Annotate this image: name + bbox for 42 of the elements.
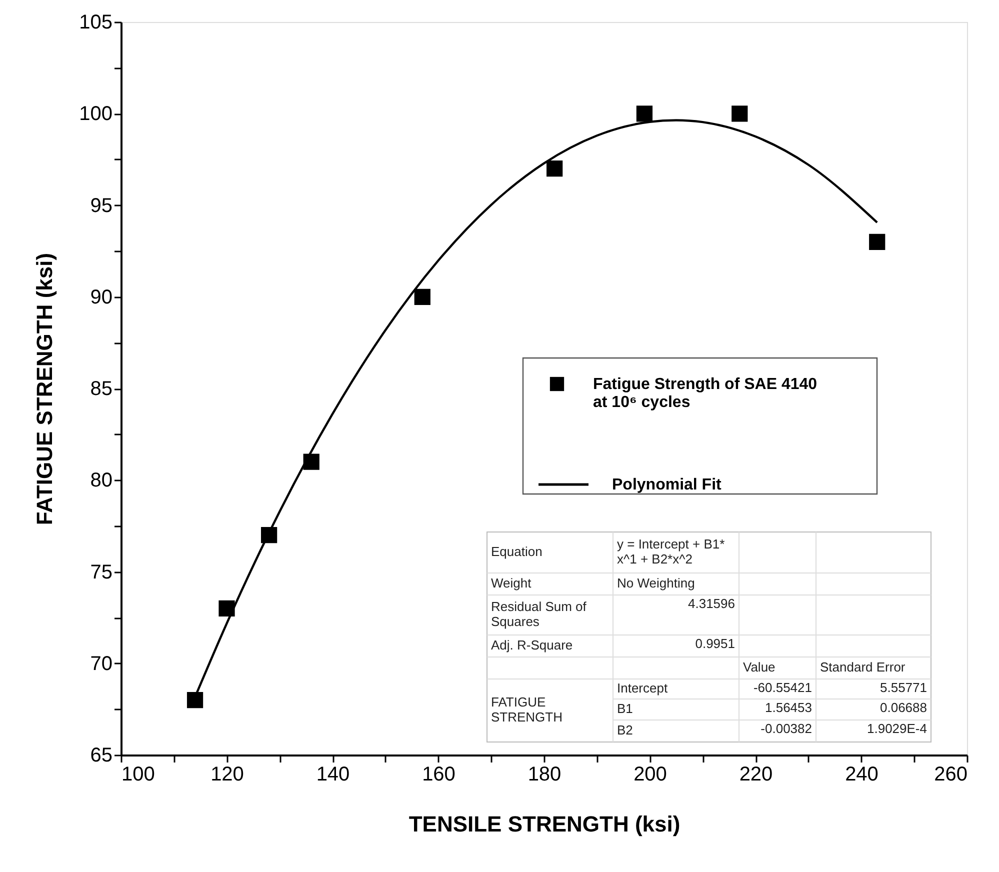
x-tick-label: 160	[422, 764, 456, 786]
y-tick-label: 95	[90, 194, 112, 217]
y-tick-label: 80	[90, 470, 112, 492]
annotation: No Weighting	[617, 576, 695, 590]
annotation: FATIGUE STRENGTH	[491, 694, 562, 724]
annotation: Value	[743, 660, 776, 674]
annotation: Weight	[491, 576, 532, 590]
annotation: Equation	[491, 544, 542, 559]
x-axis-title: TENSILE STRENGTH (ksi)	[408, 812, 680, 836]
annotation: 1.56453	[765, 700, 812, 715]
annotation: 1.9029E-4	[867, 721, 927, 736]
x-tick-label: 200	[634, 764, 667, 786]
y-tick-label: 70	[90, 652, 112, 675]
x-tick-label: 120	[210, 764, 244, 786]
y-tick-label: 105	[79, 12, 112, 34]
x-tick-label: 140	[316, 764, 350, 786]
annotation: -60.55421	[753, 680, 812, 695]
annotation: Adj. R-Square	[491, 638, 573, 652]
annotation: 5.55771	[880, 680, 927, 695]
legend-label: Fatigue Strength of SAE 4140 at 10⁶ cycles	[593, 376, 818, 411]
x-tick-label: 260	[934, 764, 968, 786]
annotation: y = Intercept + B1* x^1 + B2*x^2	[617, 536, 725, 566]
annotation: 0.9951	[695, 636, 735, 651]
y-tick-label: 65	[90, 744, 112, 766]
y-tick-label: 100	[79, 103, 112, 126]
legend-label: Polynomial Fit	[612, 476, 722, 494]
annotation: -0.00382	[760, 721, 812, 736]
y-tick-label: 90	[90, 286, 112, 308]
x-tick-label: 220	[739, 764, 773, 786]
y-tick-label: 85	[90, 378, 112, 400]
annotation: Residual Sum of Squares	[491, 599, 587, 629]
y-axis-title: FATIGUE STRENGTH (ksi)	[32, 252, 58, 526]
annotation: Standard Error	[820, 660, 906, 674]
x-tick-label: 240	[845, 764, 878, 786]
x-tick-label: 100	[122, 764, 155, 786]
x-tick-label: 180	[528, 764, 562, 786]
annotation: 4.31596	[688, 596, 735, 611]
annotation: B2	[617, 722, 633, 738]
y-tick-label: 75	[90, 561, 112, 584]
annotation: 0.06688	[880, 700, 927, 715]
annotation: Intercept	[617, 680, 668, 696]
annotation: B1	[617, 701, 633, 716]
